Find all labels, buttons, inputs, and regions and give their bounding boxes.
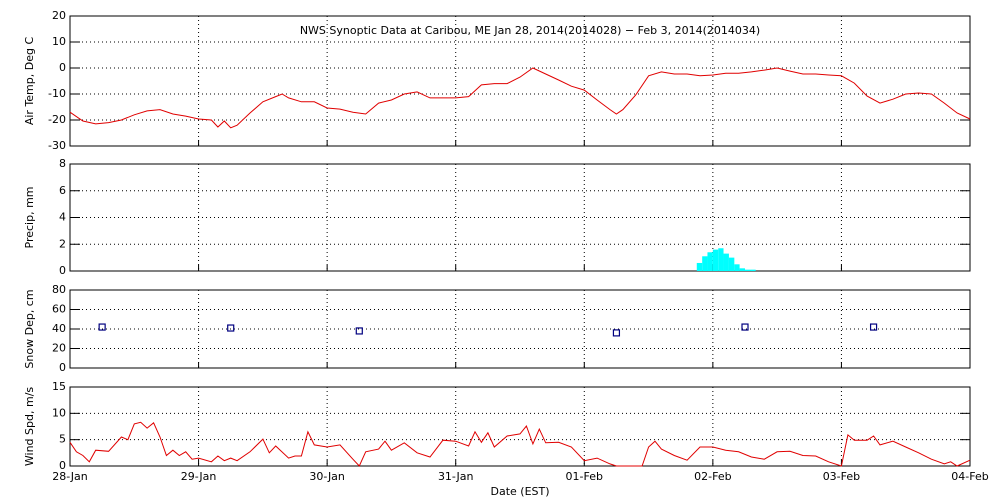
y-tick-label: 0 — [59, 61, 66, 74]
panel-frame — [69, 15, 971, 147]
x-tick-label: 01-Feb — [566, 470, 603, 483]
y-tick-label: 80 — [52, 283, 66, 296]
x-tick-label: 28-Jan — [52, 470, 88, 483]
bar — [745, 269, 751, 271]
point — [741, 323, 749, 331]
data-line — [69, 67, 971, 129]
x-tick-label: 29-Jan — [181, 470, 217, 483]
panel-frame — [69, 386, 971, 467]
bar — [702, 256, 708, 271]
y-tick-label: 60 — [52, 303, 66, 316]
point — [612, 329, 621, 337]
y-tick-label: 2 — [59, 237, 66, 250]
y-tick-label: 20 — [52, 9, 66, 22]
y-tick-label: 0 — [59, 361, 66, 374]
bar — [718, 248, 724, 271]
bar — [712, 249, 719, 271]
bar — [723, 253, 729, 271]
y-tick-label: 5 — [59, 433, 66, 446]
x-tick-label: 30-Jan — [309, 470, 345, 483]
bar — [728, 257, 735, 271]
y-tick-label: 4 — [59, 211, 66, 224]
y-axis-label: Air Temp, Deg C — [23, 37, 36, 126]
point — [355, 327, 363, 335]
x-axis-label: Date (EST) — [490, 485, 549, 498]
x-tick-label: 02-Feb — [694, 470, 731, 483]
bar — [707, 252, 713, 271]
y-tick-label: 20 — [52, 342, 66, 355]
y-tick-label: 6 — [59, 184, 66, 197]
point — [869, 323, 878, 331]
y-tick-label: 40 — [52, 322, 66, 335]
x-tick-label: 03-Feb — [823, 470, 860, 483]
chart-title: NWS Synoptic Data at Caribou, ME Jan 28,… — [300, 24, 760, 37]
y-tick-label: 15 — [52, 380, 66, 393]
y-axis-label: Wind Spd, m/s — [23, 387, 36, 467]
y-tick-label: 0 — [59, 264, 66, 277]
y-tick-label: 0 — [59, 459, 66, 472]
bar — [750, 269, 756, 271]
bar — [734, 264, 740, 271]
x-tick-label: 04-Feb — [951, 470, 988, 483]
y-tick-label: 10 — [52, 35, 66, 48]
y-tick-label: -10 — [48, 87, 66, 100]
point — [98, 323, 106, 331]
y-tick-label: -20 — [48, 113, 66, 126]
x-tick-label: 31-Jan — [438, 470, 474, 483]
y-tick-label: -30 — [48, 139, 66, 152]
bar — [739, 268, 745, 271]
point — [227, 324, 235, 332]
y-axis-label: Snow Dep, cm — [23, 289, 36, 368]
y-axis-label: Precip, mm — [23, 187, 36, 249]
y-tick-label: 10 — [52, 406, 66, 419]
data-line — [69, 421, 971, 467]
bar — [696, 262, 703, 271]
y-tick-label: 8 — [59, 157, 66, 170]
